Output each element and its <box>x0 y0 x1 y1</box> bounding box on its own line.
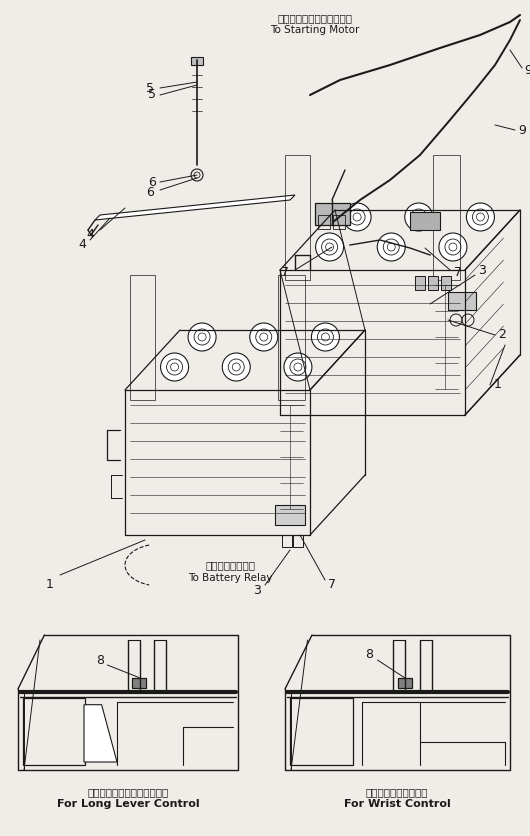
Circle shape <box>250 323 278 351</box>
Text: 3: 3 <box>253 584 261 597</box>
Circle shape <box>377 233 405 261</box>
Circle shape <box>343 203 371 231</box>
Text: 8: 8 <box>366 649 374 661</box>
Text: 7: 7 <box>454 266 462 278</box>
Text: 7: 7 <box>281 267 289 279</box>
Bar <box>398 678 411 688</box>
Bar <box>282 535 292 547</box>
Text: 8: 8 <box>96 654 104 666</box>
Bar <box>333 215 345 229</box>
Bar <box>278 275 305 400</box>
Text: 3: 3 <box>478 263 486 277</box>
Circle shape <box>284 353 312 381</box>
Bar <box>428 276 438 290</box>
Text: 2: 2 <box>498 329 506 341</box>
Text: スターティングモーターへ: スターティングモーターへ <box>278 13 352 23</box>
Text: To Starting Motor: To Starting Motor <box>270 25 360 35</box>
Circle shape <box>188 323 216 351</box>
Bar <box>23 697 85 765</box>
Text: 6: 6 <box>148 176 156 188</box>
Text: To Battery Relay: To Battery Relay <box>188 573 272 583</box>
Circle shape <box>315 233 343 261</box>
Bar <box>318 215 330 229</box>
Bar <box>275 505 305 525</box>
Polygon shape <box>84 705 117 762</box>
Bar <box>290 697 353 765</box>
Text: For Wrist Control: For Wrist Control <box>343 799 450 809</box>
Text: 4: 4 <box>86 228 94 242</box>
Text: ロングレバーコントロール用: ロングレバーコントロール用 <box>87 787 169 797</box>
Text: リストコントロール用: リストコントロール用 <box>366 787 428 797</box>
Circle shape <box>439 233 467 261</box>
Bar <box>433 155 460 280</box>
Text: 5: 5 <box>148 89 156 101</box>
Text: 5: 5 <box>146 81 154 94</box>
Text: 6: 6 <box>146 186 154 198</box>
Text: 4: 4 <box>78 238 86 252</box>
Circle shape <box>222 353 250 381</box>
Text: For Long Lever Control: For Long Lever Control <box>57 799 199 809</box>
Bar <box>415 276 425 290</box>
Circle shape <box>405 203 433 231</box>
Polygon shape <box>95 195 295 220</box>
Bar <box>130 275 155 400</box>
Text: 9: 9 <box>518 124 526 136</box>
Text: 9: 9 <box>524 64 530 77</box>
Text: 1: 1 <box>46 579 54 592</box>
Text: 7: 7 <box>328 579 336 592</box>
Bar <box>285 155 310 280</box>
Bar <box>315 203 350 225</box>
Bar <box>191 57 203 65</box>
Bar <box>448 292 476 310</box>
Bar <box>293 535 303 547</box>
Bar <box>132 678 146 688</box>
Text: バッテリリレーへ: バッテリリレーへ <box>205 560 255 570</box>
Bar <box>441 276 451 290</box>
Circle shape <box>312 323 339 351</box>
Text: 1: 1 <box>494 379 502 391</box>
Circle shape <box>466 203 494 231</box>
Bar <box>410 212 440 230</box>
Circle shape <box>161 353 189 381</box>
